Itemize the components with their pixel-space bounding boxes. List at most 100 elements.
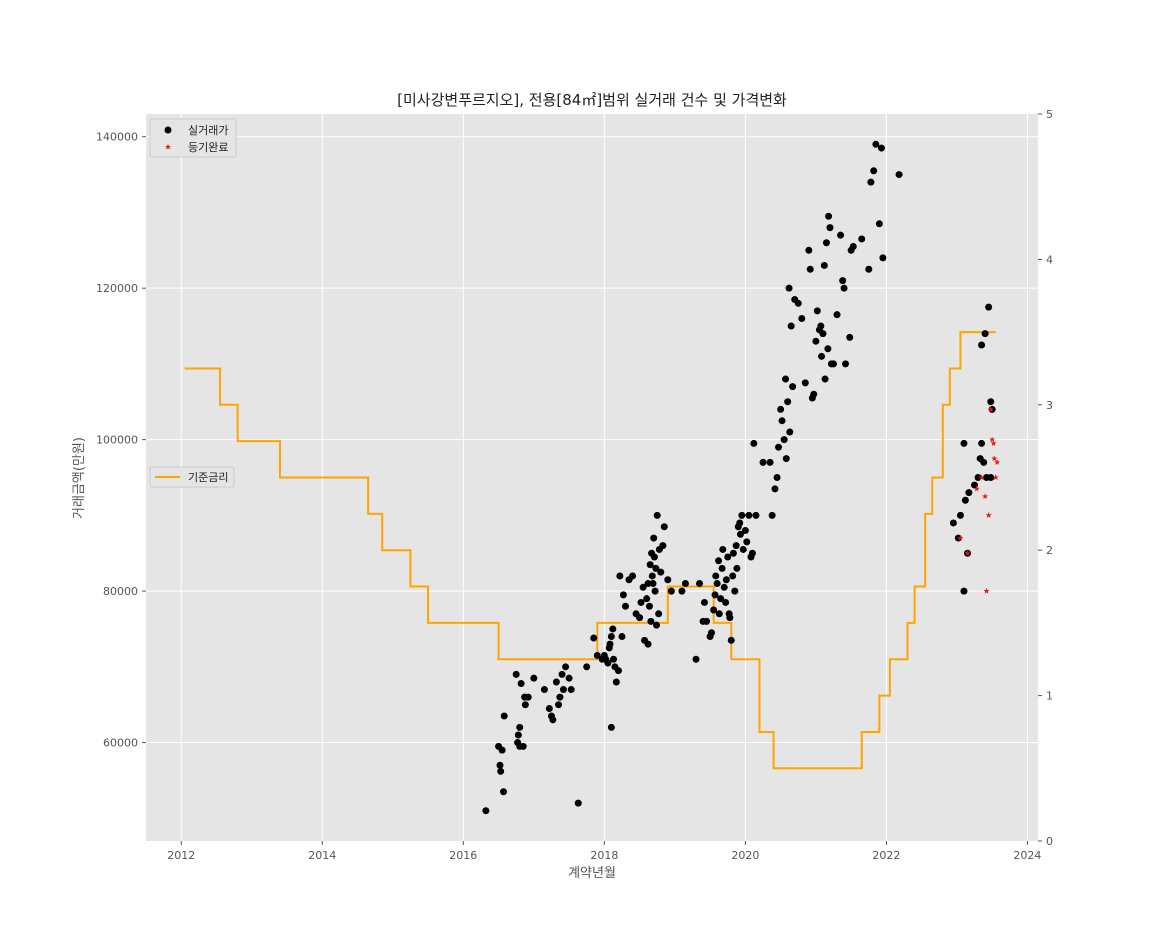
registered-point: [964, 550, 971, 556]
trade-point: [842, 360, 849, 368]
trade-point: [813, 307, 821, 315]
trade-point: [805, 246, 813, 254]
trade-point: [521, 701, 529, 709]
trade-point: [659, 542, 667, 550]
trade-point: [549, 716, 557, 724]
legend-registered-label: 등기완료: [188, 141, 228, 154]
x-tick-label: 2016: [449, 849, 477, 862]
registered-point: [992, 474, 999, 481]
trade-point: [609, 625, 617, 633]
trade-point: [717, 595, 725, 603]
trade-point: [733, 564, 741, 572]
trade-point: [512, 670, 520, 678]
trade-point: [653, 511, 661, 519]
trade-point: [777, 405, 785, 413]
trade-point: [782, 455, 790, 463]
trade-point: [794, 299, 802, 307]
trade-point: [732, 542, 740, 550]
trade-point: [703, 617, 711, 625]
trade-point: [826, 224, 834, 232]
trade-point: [736, 530, 744, 538]
trade-point: [867, 178, 875, 186]
trade-point: [556, 693, 564, 701]
trade-point: [616, 572, 624, 580]
trade-point: [759, 458, 767, 466]
trade-point: [643, 595, 651, 603]
trade-point: [678, 587, 686, 595]
trade-point: [639, 583, 647, 591]
trade-point: [729, 549, 737, 557]
registered-point: [989, 436, 996, 443]
trade-point: [985, 303, 993, 311]
trade-point: [786, 428, 794, 436]
trade-point: [558, 670, 566, 678]
trade-point: [741, 527, 749, 535]
trade-point: [618, 633, 626, 641]
trade-point: [516, 723, 524, 731]
trade-point: [839, 277, 847, 285]
trade-point: [652, 564, 660, 572]
trade-point: [840, 284, 848, 292]
trade-point: [846, 333, 854, 341]
trade-point: [801, 379, 809, 387]
trade-point: [606, 640, 614, 648]
legend-rate-label: 기준금리: [188, 471, 228, 484]
registered-point: [987, 406, 994, 412]
trade-point: [778, 417, 786, 425]
trade-point: [722, 598, 730, 606]
trade-point: [780, 436, 788, 444]
trade-point: [574, 799, 582, 807]
registered-point: [982, 493, 989, 500]
trade-point: [696, 580, 704, 588]
trade-point: [870, 167, 878, 175]
x-tick-label: 2014: [308, 849, 336, 862]
trade-point: [956, 511, 964, 519]
trade-series: [482, 140, 996, 815]
legend-trade-label: 실거래가: [188, 124, 228, 137]
trade-point: [621, 602, 629, 610]
y-tick-label: 80000: [103, 585, 138, 598]
trade-point: [806, 265, 814, 273]
y2-axis-ticks: 0 1 2 3 4 5: [1038, 108, 1053, 848]
trade-point: [610, 655, 618, 663]
trade-point: [745, 511, 753, 519]
trade-point: [822, 239, 830, 247]
trade-point: [711, 591, 719, 599]
y-axis-label: 거래금액(만원): [72, 437, 87, 519]
legend-rate-box: [149, 466, 235, 488]
registered-point: [973, 485, 980, 492]
trade-point: [651, 587, 659, 595]
trade-point: [978, 341, 986, 349]
registered-series: [957, 406, 1001, 594]
legend-box: [149, 118, 237, 158]
trade-point: [619, 591, 627, 599]
legend-scatter: 실거래가 등기완료: [149, 118, 237, 158]
trade-point: [960, 439, 968, 447]
trade-point: [987, 474, 995, 481]
trade-point: [978, 439, 986, 447]
trade-point: [500, 788, 508, 796]
x-axis-ticks: 2012 2014 2016 2018 2020 2022 2024: [167, 841, 1041, 862]
trade-point: [629, 572, 637, 580]
trade-point: [980, 458, 988, 466]
trade-point: [540, 686, 548, 694]
trade-point: [858, 235, 866, 243]
trade-point: [645, 602, 653, 610]
trade-point: [713, 580, 721, 588]
trade-point: [719, 545, 727, 553]
trade-point: [636, 614, 644, 622]
trade-point: [519, 742, 527, 750]
trade-point: [650, 553, 658, 561]
trade-point: [981, 330, 989, 338]
trade-point: [798, 314, 806, 322]
trade-point: [646, 561, 654, 569]
x-tick-label: 2018: [590, 849, 618, 862]
y2-tick-label: 3: [1046, 399, 1053, 412]
x-tick-label: 2022: [872, 849, 900, 862]
registered-point: [994, 459, 1001, 465]
trade-point: [514, 731, 522, 739]
legend-trade-marker: [164, 126, 172, 134]
trade-point: [712, 572, 720, 580]
legend-registered-marker: [164, 143, 172, 150]
trade-point: [820, 261, 828, 269]
